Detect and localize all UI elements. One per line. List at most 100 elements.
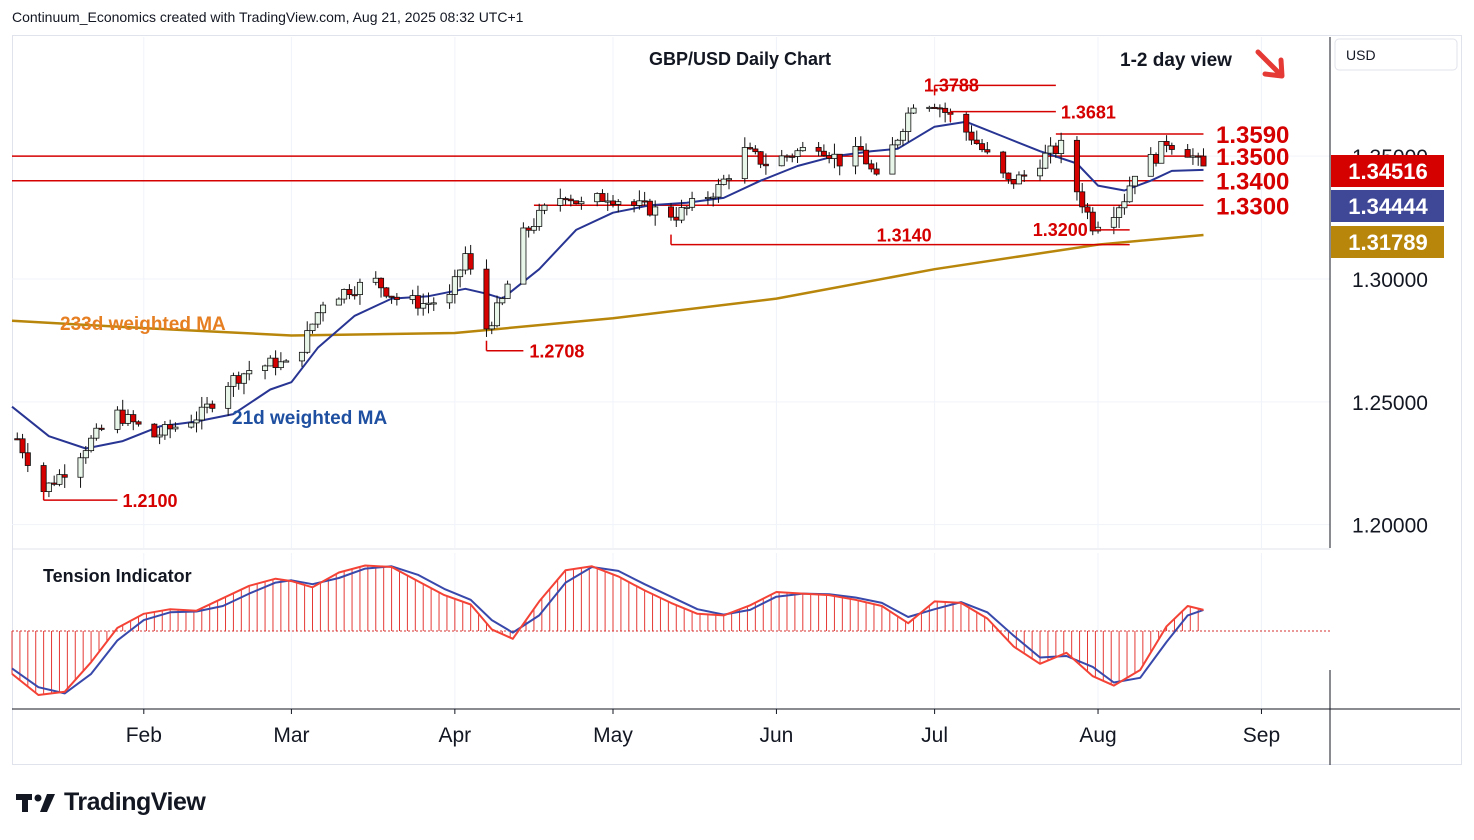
candle[interactable] <box>314 312 321 329</box>
candle[interactable] <box>715 178 722 203</box>
candle[interactable] <box>119 399 126 427</box>
candle[interactable] <box>710 192 717 207</box>
candle[interactable] <box>720 174 727 186</box>
candle[interactable] <box>852 137 859 175</box>
candle[interactable] <box>652 200 659 226</box>
candle[interactable] <box>668 202 675 221</box>
candle[interactable] <box>383 287 390 299</box>
candle[interactable] <box>1163 135 1170 153</box>
candle[interactable] <box>594 192 601 207</box>
candle[interactable] <box>19 433 26 459</box>
candle[interactable] <box>567 194 574 207</box>
candle[interactable] <box>820 144 827 157</box>
candle[interactable] <box>504 280 511 299</box>
candle[interactable] <box>172 422 179 432</box>
candle[interactable] <box>499 296 506 306</box>
candle[interactable] <box>1084 203 1091 220</box>
candle[interactable] <box>462 246 469 275</box>
candle[interactable] <box>167 419 174 439</box>
candle[interactable] <box>573 200 580 205</box>
candle[interactable] <box>1095 221 1102 234</box>
candle[interactable] <box>963 111 970 141</box>
candle[interactable] <box>1121 193 1128 215</box>
candle[interactable] <box>483 259 490 337</box>
candle[interactable] <box>836 153 843 176</box>
candle[interactable] <box>931 103 938 109</box>
candle[interactable] <box>356 278 363 305</box>
candle[interactable] <box>678 199 685 224</box>
candle[interactable] <box>14 432 21 441</box>
candle[interactable] <box>341 288 348 304</box>
candle[interactable] <box>683 205 690 216</box>
candle[interactable] <box>525 225 532 238</box>
candle[interactable] <box>757 151 764 169</box>
candle[interactable] <box>689 191 696 211</box>
candle[interactable] <box>56 469 63 487</box>
candle[interactable] <box>599 189 606 202</box>
candle[interactable] <box>351 286 358 300</box>
candle[interactable] <box>1153 152 1160 167</box>
currency-box[interactable] <box>1334 38 1458 71</box>
candle[interactable] <box>204 396 211 414</box>
candle[interactable] <box>277 352 284 371</box>
candle[interactable] <box>562 196 569 205</box>
candle[interactable] <box>451 269 458 304</box>
candle[interactable] <box>304 321 311 354</box>
candle[interactable] <box>863 143 870 165</box>
candle[interactable] <box>1131 175 1138 195</box>
candle[interactable] <box>778 149 785 167</box>
candle[interactable] <box>235 371 242 390</box>
candle[interactable] <box>936 104 943 118</box>
candle[interactable] <box>151 423 158 438</box>
candle[interactable] <box>926 105 933 112</box>
candle[interactable] <box>409 289 416 305</box>
candle[interactable] <box>1116 205 1123 229</box>
candle[interactable] <box>557 188 564 212</box>
candle[interactable] <box>378 277 385 298</box>
candle[interactable] <box>188 414 195 429</box>
candle[interactable] <box>246 360 253 381</box>
candle[interactable] <box>636 190 643 210</box>
candle[interactable] <box>899 128 906 146</box>
candle[interactable] <box>641 191 648 206</box>
candle[interactable] <box>1158 141 1165 164</box>
candle[interactable] <box>783 154 790 162</box>
candle[interactable] <box>873 162 880 176</box>
candle[interactable] <box>230 372 237 397</box>
candle[interactable] <box>156 427 163 445</box>
candle[interactable] <box>457 269 464 288</box>
currency-selector[interactable]: USD <box>1334 38 1458 71</box>
candle[interactable] <box>536 203 543 231</box>
candle[interactable] <box>752 145 759 155</box>
candle[interactable] <box>762 153 769 175</box>
candle[interactable] <box>61 464 68 488</box>
candle[interactable] <box>467 244 474 275</box>
candle[interactable] <box>272 350 279 376</box>
candle[interactable] <box>77 452 84 488</box>
candle[interactable] <box>979 138 986 153</box>
candle[interactable] <box>446 284 453 309</box>
candle[interactable] <box>130 410 137 431</box>
candle[interactable] <box>135 420 142 427</box>
candle[interactable] <box>984 141 991 155</box>
candle[interactable] <box>673 207 680 227</box>
candle[interactable] <box>262 364 269 380</box>
candle[interactable] <box>894 138 901 149</box>
candle[interactable] <box>45 482 52 498</box>
candle[interactable] <box>24 443 31 473</box>
candle[interactable] <box>88 435 95 453</box>
candle[interactable] <box>799 141 806 152</box>
candle[interactable] <box>741 137 748 184</box>
candle[interactable] <box>283 359 290 363</box>
candle[interactable] <box>1200 148 1207 167</box>
candle[interactable] <box>826 152 833 164</box>
candle[interactable] <box>910 104 917 114</box>
candle[interactable] <box>414 285 421 316</box>
candle[interactable] <box>857 136 864 151</box>
candle[interactable] <box>1058 132 1065 164</box>
candle[interactable] <box>631 199 638 213</box>
candle[interactable] <box>1184 144 1191 158</box>
candle[interactable] <box>430 297 437 311</box>
candle[interactable] <box>1047 137 1054 164</box>
